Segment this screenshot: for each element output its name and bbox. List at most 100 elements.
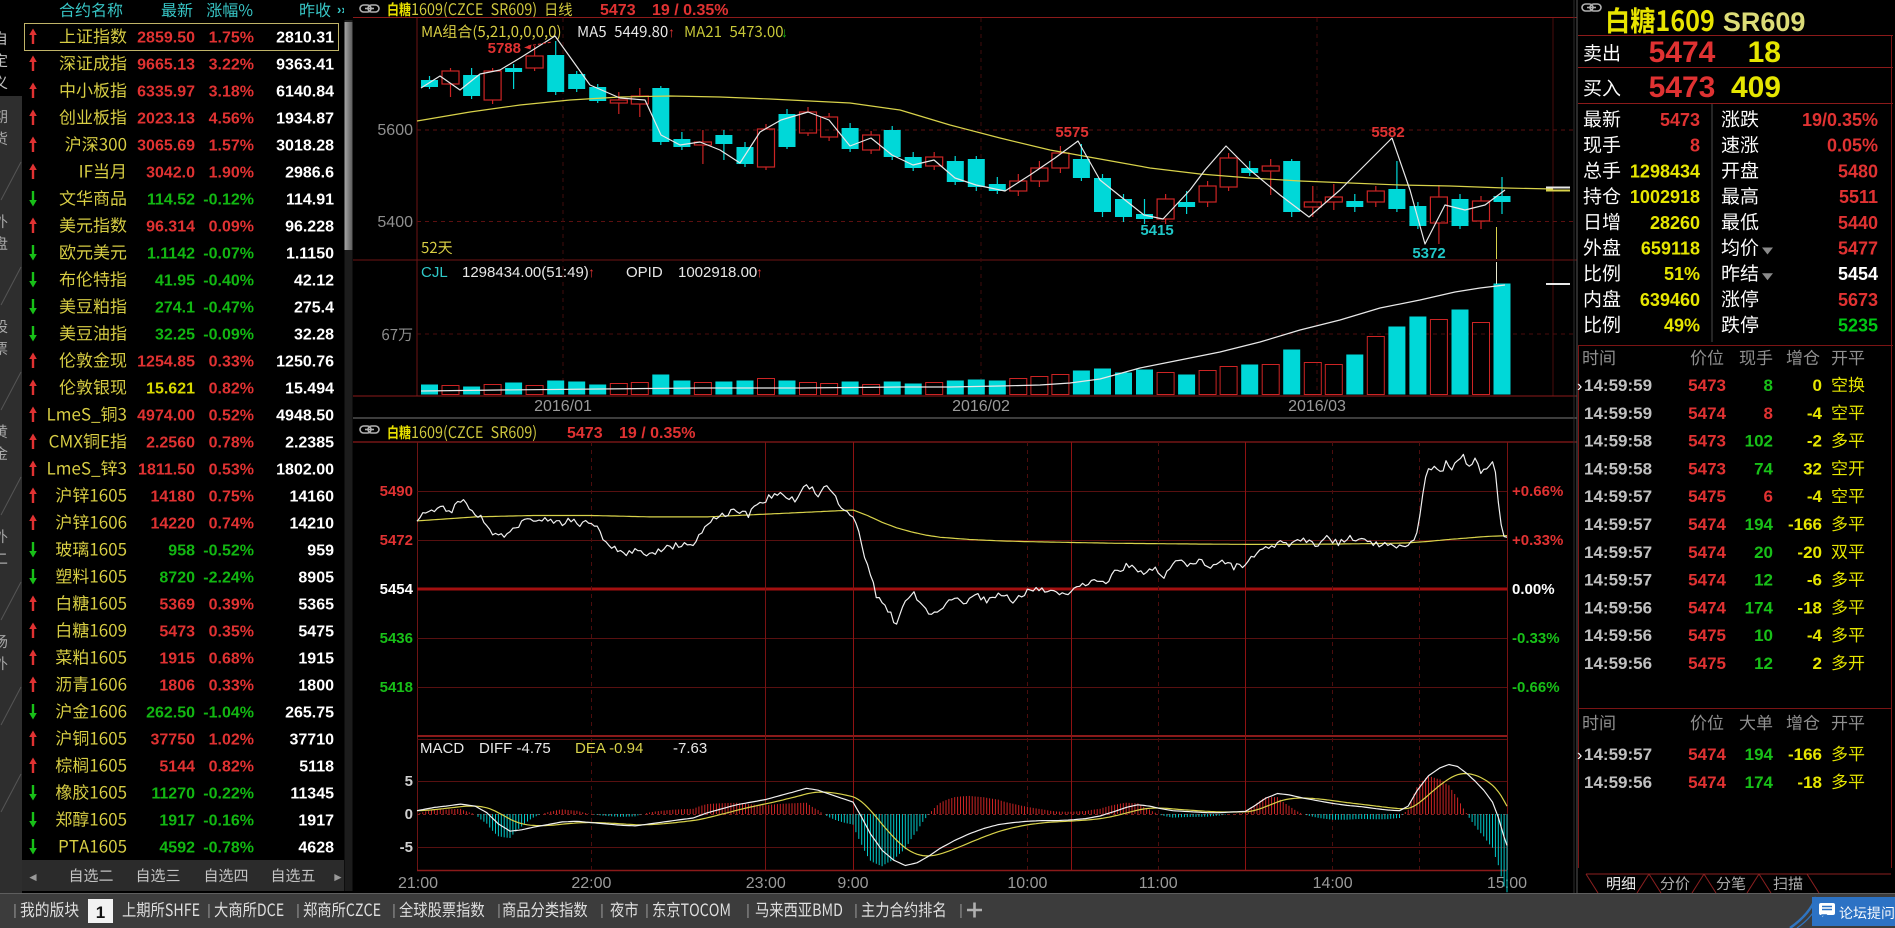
- svg-text:2: 2: [1813, 654, 1822, 673]
- svg-text:0: 0: [405, 806, 413, 823]
- svg-text:1002918.00: 1002918.00: [678, 264, 757, 281]
- svg-text:265.75: 265.75: [285, 705, 334, 722]
- svg-text:1298434.00(51:49): 1298434.00(51:49): [462, 264, 589, 281]
- svg-text:1.57%: 1.57%: [209, 138, 254, 155]
- svg-text:-4: -4: [1807, 404, 1823, 423]
- svg-text:1806: 1806: [159, 678, 195, 695]
- svg-text:14:59:59: 14:59:59: [1584, 404, 1652, 423]
- svg-text:↑: ↑: [668, 24, 675, 40]
- svg-text:1.1142: 1.1142: [147, 246, 195, 263]
- svg-text:SR609: SR609: [1723, 7, 1806, 37]
- svg-text:11:00: 11:00: [1139, 875, 1178, 892]
- svg-text:9363.41: 9363.41: [276, 57, 334, 74]
- svg-text:0.33%: 0.33%: [209, 678, 254, 695]
- svg-text:-0.78%: -0.78%: [203, 840, 254, 857]
- svg-text:5477: 5477: [1838, 239, 1878, 259]
- svg-text:0.68%: 0.68%: [209, 651, 254, 668]
- svg-text:0.82%: 0.82%: [209, 381, 254, 398]
- svg-text:|: |: [497, 902, 501, 919]
- svg-text:96.228: 96.228: [285, 219, 334, 236]
- svg-text:|: |: [296, 902, 300, 919]
- svg-text:|: |: [600, 902, 604, 919]
- svg-text:-0.33%: -0.33%: [1512, 630, 1560, 647]
- svg-text:0.82%: 0.82%: [209, 759, 254, 776]
- svg-text:5144: 5144: [159, 759, 195, 776]
- svg-text:↑: ↑: [756, 264, 763, 280]
- svg-text:-2: -2: [1807, 432, 1822, 451]
- svg-text:0: 0: [1813, 376, 1822, 395]
- svg-text:1917: 1917: [298, 813, 334, 830]
- svg-text:23:00: 23:00: [746, 875, 786, 892]
- svg-text:-20: -20: [1797, 543, 1822, 562]
- svg-text:0.74%: 0.74%: [209, 516, 254, 533]
- svg-text:5454: 5454: [380, 581, 414, 598]
- svg-text:14:59:57: 14:59:57: [1584, 515, 1652, 534]
- svg-text:3018.28: 3018.28: [276, 138, 334, 155]
- svg-text:959: 959: [307, 543, 334, 560]
- svg-text:+0.66%: +0.66%: [1512, 483, 1563, 500]
- svg-text:5474: 5474: [1688, 404, 1726, 423]
- svg-text:14:59:56: 14:59:56: [1584, 773, 1652, 792]
- svg-text:11270: 11270: [151, 786, 195, 803]
- svg-text:5473: 5473: [1688, 432, 1726, 451]
- svg-text:1800: 1800: [298, 678, 334, 695]
- svg-text:74: 74: [1754, 459, 1773, 478]
- svg-text:››: ››: [337, 2, 346, 17]
- svg-text:14:59:57: 14:59:57: [1584, 745, 1652, 764]
- svg-text:0.33%: 0.33%: [209, 354, 254, 371]
- svg-text:1802.00: 1802.00: [276, 462, 334, 479]
- svg-text:1: 1: [96, 903, 105, 922]
- svg-text:2986.6: 2986.6: [285, 165, 334, 182]
- svg-text:194: 194: [1745, 515, 1774, 534]
- svg-text:11345: 11345: [290, 786, 334, 803]
- svg-text:4974.00: 4974.00: [137, 408, 195, 425]
- svg-text:-7.63: -7.63: [673, 740, 707, 757]
- svg-text:1.90%: 1.90%: [209, 165, 254, 182]
- svg-text:-2.24%: -2.24%: [203, 570, 254, 587]
- svg-text:5473: 5473: [1688, 459, 1726, 478]
- svg-text:0.52%: 0.52%: [209, 408, 254, 425]
- svg-text:9:00: 9:00: [837, 875, 868, 892]
- svg-text:19/0.35%: 19/0.35%: [1802, 110, 1878, 130]
- svg-text:DIFF -4.75: DIFF -4.75: [479, 740, 551, 757]
- svg-text:1254.85: 1254.85: [137, 354, 195, 371]
- svg-text:2810.31: 2810.31: [276, 30, 334, 47]
- svg-text:14:59:58: 14:59:58: [1584, 459, 1652, 478]
- svg-text:6335.97: 6335.97: [137, 84, 195, 101]
- svg-text:14220: 14220: [151, 516, 196, 533]
- svg-text:|: |: [392, 902, 396, 919]
- svg-text:5369: 5369: [159, 597, 195, 614]
- svg-text:659118: 659118: [1641, 239, 1700, 259]
- svg-text:-0.52%: -0.52%: [203, 543, 254, 560]
- svg-text:1002918: 1002918: [1630, 187, 1700, 207]
- svg-text:5474: 5474: [1688, 515, 1726, 534]
- svg-text:OPID: OPID: [626, 264, 663, 281]
- svg-text:0.09%: 0.09%: [209, 219, 254, 236]
- svg-text:19 / 0.35%: 19 / 0.35%: [619, 425, 696, 442]
- svg-text:|: |: [207, 902, 211, 919]
- svg-text:14:59:56: 14:59:56: [1584, 626, 1652, 645]
- svg-text:3.22%: 3.22%: [209, 57, 254, 74]
- svg-text:5490: 5490: [380, 483, 413, 500]
- svg-text:5473: 5473: [600, 2, 636, 19]
- svg-text:275.4: 275.4: [294, 300, 334, 317]
- svg-text:1250.76: 1250.76: [276, 354, 334, 371]
- svg-text:+0.33%: +0.33%: [1512, 532, 1563, 549]
- svg-text:5372: 5372: [1412, 245, 1445, 262]
- svg-text:409: 409: [1731, 71, 1781, 104]
- svg-text:18: 18: [1748, 36, 1781, 69]
- svg-text:↓: ↓: [781, 24, 788, 40]
- svg-text:5511: 5511: [1839, 187, 1878, 207]
- svg-text:2.2385: 2.2385: [285, 435, 334, 452]
- svg-text:19 / 0.35%: 19 / 0.35%: [652, 2, 729, 19]
- svg-text:5475: 5475: [1688, 654, 1726, 673]
- svg-text:2859.50: 2859.50: [137, 30, 195, 47]
- svg-text:28260: 28260: [1650, 213, 1700, 233]
- svg-text:-0.09%: -0.09%: [203, 327, 254, 344]
- svg-text:37710: 37710: [290, 732, 335, 749]
- svg-text:5118: 5118: [299, 759, 334, 776]
- svg-text:-0.12%: -0.12%: [203, 192, 254, 209]
- svg-text:5788: 5788: [488, 40, 521, 57]
- svg-text:5418: 5418: [380, 679, 413, 696]
- svg-text:14160: 14160: [290, 489, 335, 506]
